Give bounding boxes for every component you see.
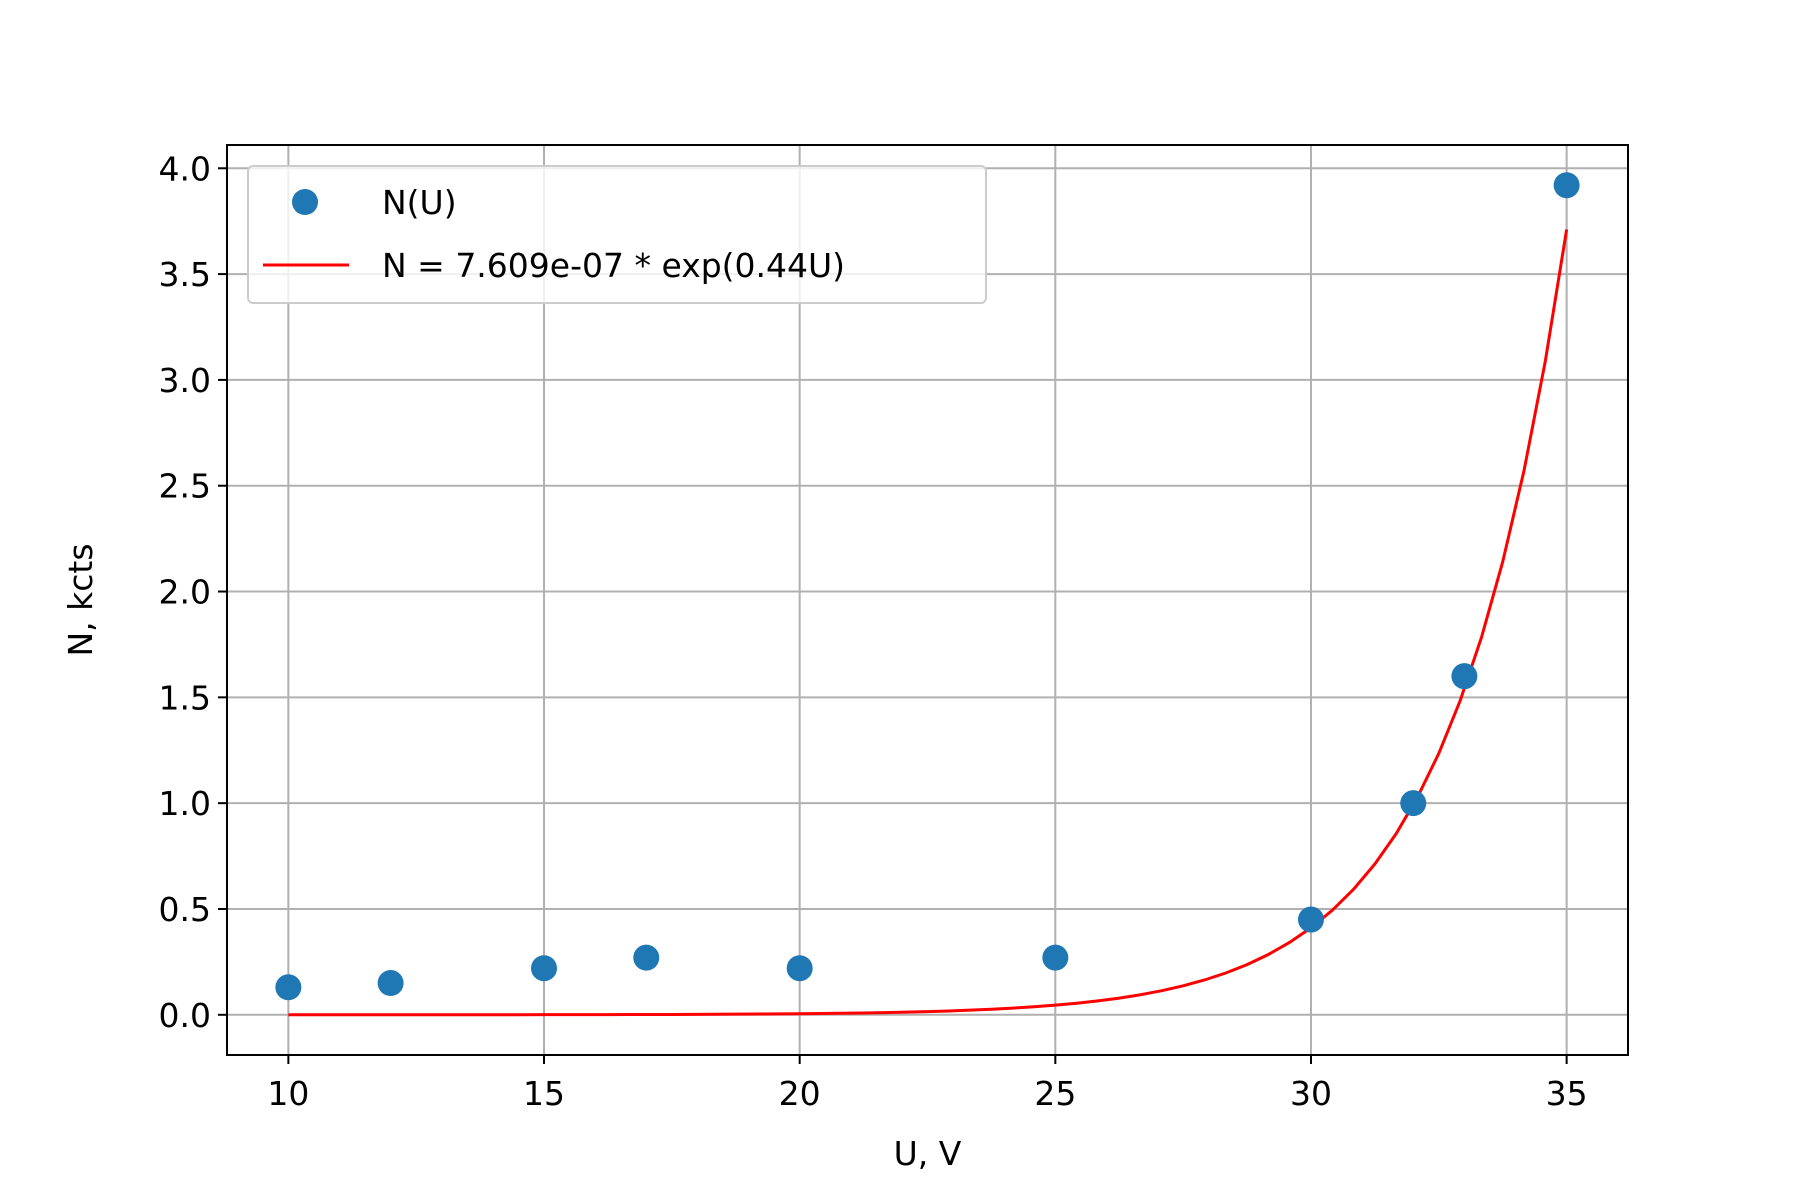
- legend-marker-scatter: [292, 189, 318, 215]
- y-tick-label: 4.0: [159, 149, 211, 188]
- y-tick-label: 0.5: [159, 890, 211, 929]
- data-point: [786, 955, 813, 982]
- data-point: [377, 970, 404, 997]
- data-point: [275, 974, 302, 1001]
- x-axis-ticks: 10 15 20 25 30 35: [267, 1055, 1588, 1113]
- x-tick-label: 10: [267, 1074, 309, 1113]
- data-point: [1553, 172, 1580, 199]
- scatter-points-layer: [275, 172, 1580, 1001]
- fit-line: [288, 229, 1569, 1017]
- legend: N(U) N = 7.609e-07 * exp(0.44U): [247, 165, 987, 304]
- data-point: [1400, 790, 1427, 817]
- x-tick-label: 30: [1290, 1074, 1332, 1113]
- y-axis-ticks: 0.0 0.5 1.0 1.5 2.0 2.5 3.0 3.5 4.0: [159, 149, 227, 1035]
- y-tick-label: 3.0: [159, 361, 211, 400]
- x-tick-label: 20: [779, 1074, 821, 1113]
- legend-label-line: N = 7.609e-07 * exp(0.44U): [382, 246, 845, 285]
- plot-frame: [226, 144, 1629, 1056]
- y-tick-label: 2.0: [159, 573, 211, 612]
- data-point: [1451, 663, 1478, 690]
- x-tick-label: 15: [523, 1074, 565, 1113]
- legend-box: [247, 165, 987, 304]
- x-tick-label: 35: [1546, 1074, 1588, 1113]
- legend-label-scatter: N(U): [382, 183, 457, 222]
- y-axis-label: N, kcts: [61, 543, 100, 656]
- y-tick-label: 1.0: [159, 784, 211, 823]
- data-point: [531, 955, 558, 982]
- fit-line-layer: [288, 229, 1569, 1017]
- y-tick-label: 2.5: [159, 467, 211, 506]
- data-point: [1042, 944, 1069, 971]
- x-tick-label: 25: [1034, 1074, 1076, 1113]
- y-tick-label: 1.5: [159, 678, 211, 717]
- data-point: [1297, 906, 1324, 933]
- data-point: [633, 944, 660, 971]
- y-tick-label: 0.0: [159, 996, 211, 1035]
- y-tick-label: 3.5: [159, 255, 211, 294]
- x-axis-label: U, V: [894, 1134, 962, 1173]
